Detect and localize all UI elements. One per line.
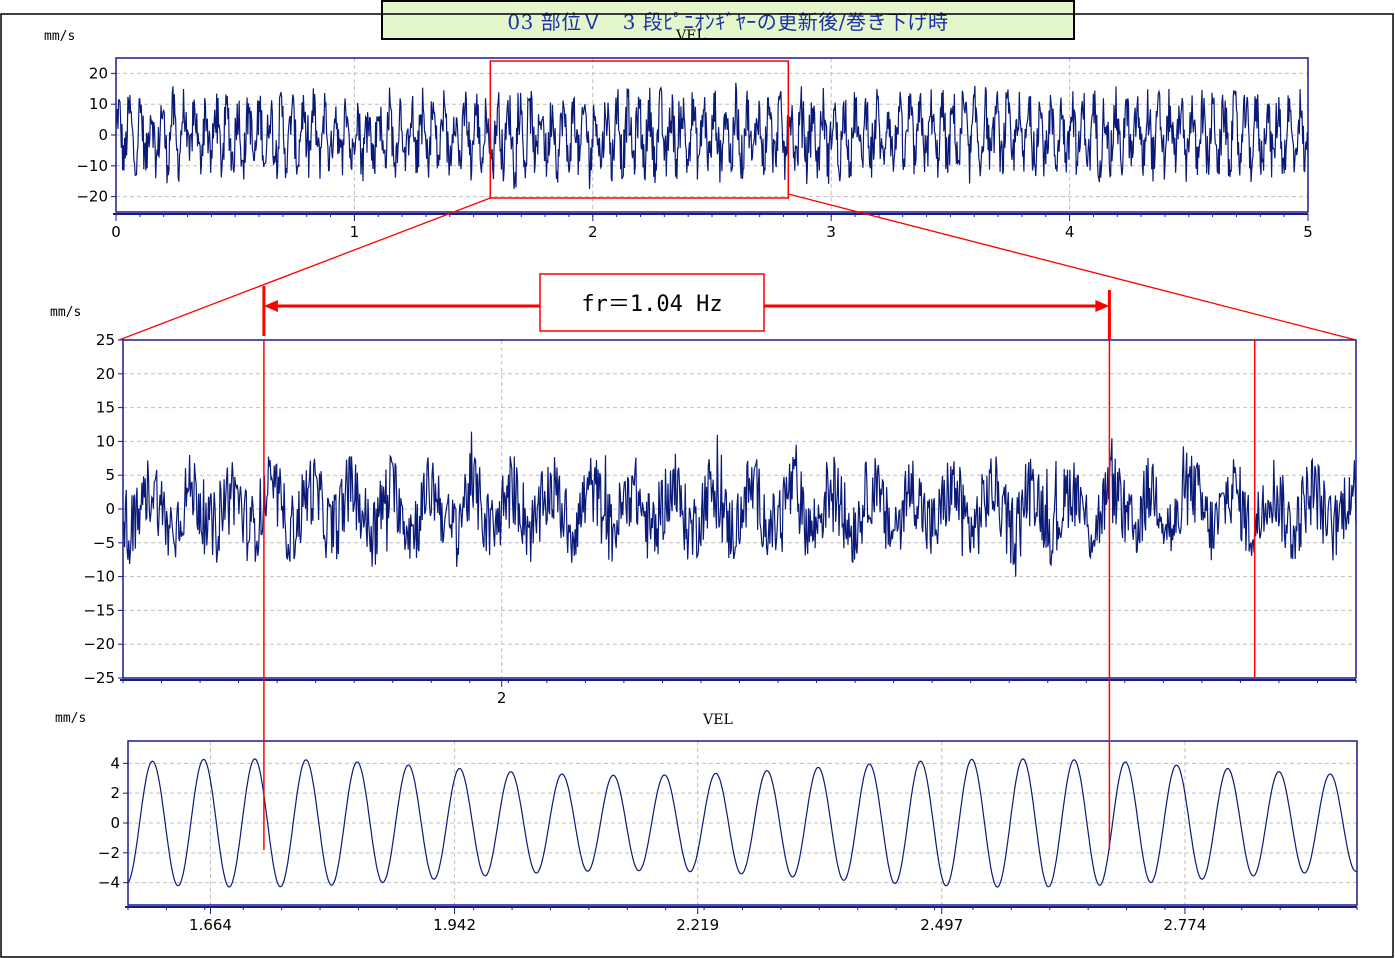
frequency-label-box	[539, 273, 765, 332]
x-tick-label: 0	[111, 223, 121, 241]
y-tick-label: 15	[96, 399, 115, 417]
y-tick-label: −10	[76, 157, 108, 175]
y-tick-label: −5	[93, 534, 115, 552]
zoom-connector-left	[118, 197, 491, 341]
y-tick-label: 10	[96, 432, 115, 450]
y-tick-label: −15	[83, 601, 115, 619]
y-tick-label: −20	[76, 188, 108, 206]
panel-title-label: VEL	[702, 712, 733, 728]
panel-filtered: 4 2 0 −2 −4 1.664 1.942 2.219 2.497 2.774 mm/s VEL	[55, 711, 1358, 934]
signal-line	[127, 758, 1358, 888]
y-tick-label: 0	[105, 500, 115, 518]
y-tick-label: 4	[110, 754, 120, 772]
y-tick-label: −25	[83, 669, 115, 687]
outer-frame	[0, 13, 1394, 958]
period-arrowhead-left	[263, 300, 278, 312]
panel-title-label: VEL	[675, 28, 706, 44]
zoom-connector-right	[788, 193, 1357, 341]
y-tick-label: 10	[89, 95, 108, 113]
y-tick-label: −4	[98, 874, 120, 892]
x-tick-label: 4	[1065, 223, 1075, 241]
x-tick-label: 2	[588, 223, 598, 241]
x-tick-label: 2.219	[676, 916, 719, 934]
x-tick-label: 3	[826, 223, 836, 241]
y-tick-label: 5	[105, 466, 115, 484]
y-tick-label: 25	[96, 331, 115, 349]
y-unit-label: mm/s	[44, 29, 75, 44]
zoom-window-box	[489, 60, 790, 199]
x-tick-label: 1.664	[189, 916, 232, 934]
y-tick-label: 0	[110, 814, 120, 832]
x-tick-label: 1.942	[433, 916, 476, 934]
x-tick-label: 2.774	[1163, 916, 1206, 934]
x-tick-label: 1	[350, 223, 360, 241]
signal-line	[115, 82, 1309, 189]
x-tick-label: 2.497	[920, 916, 963, 934]
signal-line	[122, 431, 1357, 577]
y-tick-label: −20	[83, 635, 115, 653]
panel-zoom: 25 20 15 10 5 0 −5 −10 −15 −20 −25 2 mm/s	[50, 305, 1357, 707]
y-tick-label: 20	[89, 64, 108, 82]
x-tick-label: 2	[497, 689, 507, 707]
x-tick-label: 5	[1303, 223, 1313, 241]
y-tick-label: 2	[110, 784, 120, 802]
period-arrowhead-right	[1095, 300, 1110, 312]
y-tick-label: 20	[96, 365, 115, 383]
y-unit-label: mm/s	[50, 305, 81, 320]
y-tick-label: −10	[83, 568, 115, 586]
frequency-label: fr＝1.04 Hz	[581, 292, 722, 317]
y-tick-label: 0	[98, 126, 108, 144]
y-tick-label: −2	[98, 844, 120, 862]
y-unit-label: mm/s	[55, 711, 86, 726]
